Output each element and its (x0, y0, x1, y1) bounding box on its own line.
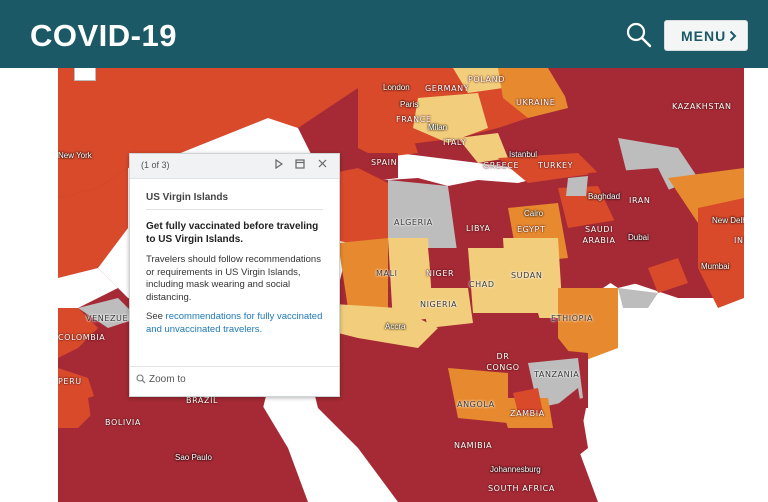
city-label: Paris (400, 100, 419, 109)
zoom-control[interactable] (74, 68, 96, 81)
country-label: EGYPT (517, 225, 546, 234)
popup-title: US Virgin Islands (146, 192, 229, 203)
country-label: NIGERIA (420, 300, 458, 309)
country-label: NAMIBIA (454, 441, 493, 450)
popup-pager: (1 of 3) (141, 160, 170, 170)
country-label: PERU (58, 377, 82, 386)
chevron-right-icon (729, 30, 737, 42)
city-label: New Delhi (712, 216, 744, 225)
city-label: Sao Paulo (175, 453, 212, 462)
country-label: COLOMBIA (58, 333, 106, 342)
country-label: SPAIN (371, 158, 398, 167)
zoom-in-icon (136, 374, 146, 384)
country-label: MALI (376, 269, 398, 278)
country-label: INDIA (734, 236, 744, 245)
see-prefix: See (146, 311, 166, 322)
country-label: SAUDI ARABIA (582, 225, 616, 245)
city-label: Johannesburg (490, 465, 541, 474)
country-label: ETHIOPIA (551, 314, 594, 323)
menu-button-label: MENU (681, 28, 727, 44)
city-label: Baghdad (588, 192, 621, 201)
country-label: UKRAINE (516, 98, 556, 107)
country-label: TURKEY (538, 161, 574, 170)
city-label: Dubai (628, 233, 649, 242)
app-header: COVID-19 MENU (0, 0, 768, 68)
city-label: Milan (428, 123, 448, 132)
country-label: ITALY (443, 138, 467, 147)
popup-headline: Get fully vaccinated before traveling to… (146, 221, 319, 245)
recommendations-link[interactable]: recommendations for fully vaccinated and… (146, 311, 323, 335)
divider (146, 209, 323, 210)
country-label: SUDAN (511, 271, 543, 280)
country-label: ALGERIA (394, 218, 433, 227)
country-label: ZAMBIA (510, 409, 545, 418)
country-label: BOLIVIA (105, 418, 141, 427)
popup-body: Travelers should follow recommendations … (146, 254, 321, 303)
country-label: DR CONGO (486, 352, 520, 372)
divider (130, 366, 339, 367)
menu-button[interactable]: MENU (664, 20, 748, 51)
country-label: GERMANY (425, 84, 470, 93)
city-label: London (383, 83, 410, 92)
search-icon[interactable] (624, 20, 654, 50)
popup-header: (1 of 3) (130, 154, 339, 179)
zoom-to-label: Zoom to (149, 374, 186, 385)
country-label: SOUTH AFRICA (488, 484, 555, 493)
country-label: VENEZUELA (86, 314, 140, 323)
country-label: FRANCE (396, 115, 432, 124)
country-label: ANGOLA (457, 400, 495, 409)
city-label: Accra (385, 322, 406, 331)
city-label: New York (58, 151, 92, 160)
city-label: Cairo (524, 209, 544, 218)
location-popup: (1 of 3) US Virgin Islands Get fully vac… (129, 153, 340, 397)
city-label: Mumbai (701, 262, 730, 271)
city-label: Istanbul (509, 150, 538, 159)
zoom-to-button[interactable]: Zoom to (136, 374, 186, 385)
country-label: BRAZIL (186, 396, 219, 405)
country-label: IRAN (629, 196, 651, 205)
country-label: KAZAKHSTAN (672, 102, 732, 111)
popup-see-text: See recommendations for fully vaccinated… (146, 311, 328, 336)
country-label: NIGER (426, 269, 455, 278)
country-label: GREECE (483, 161, 520, 170)
country-label: POLAND (468, 75, 505, 84)
country-label: CHAD (469, 280, 495, 289)
next-feature-icon[interactable] (272, 158, 286, 173)
country-label: LIBYA (466, 224, 491, 233)
page-title: COVID-19 (30, 18, 177, 53)
country-label: TANZANIA (534, 370, 580, 379)
dock-icon[interactable] (293, 159, 307, 173)
close-icon[interactable] (315, 159, 329, 173)
